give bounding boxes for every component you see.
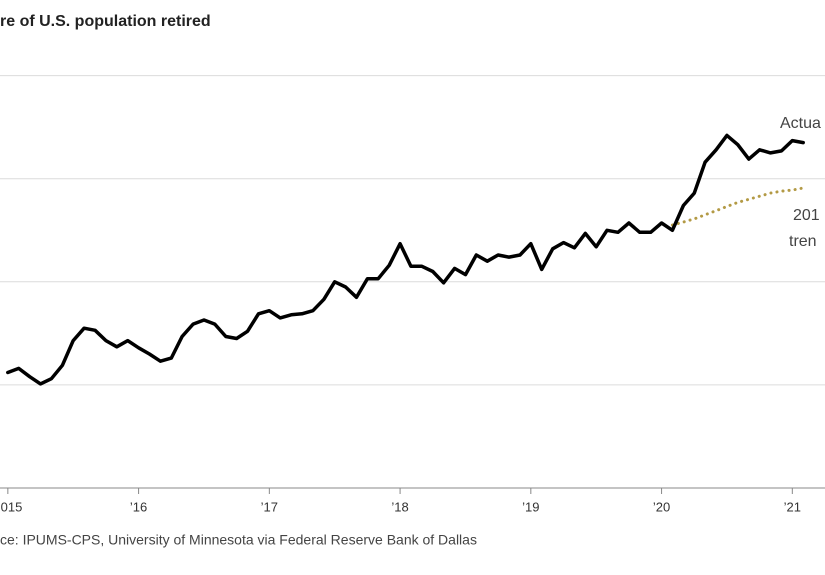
data-line: [6, 133, 805, 386]
source-note: ce: IPUMS-CPS, University of Minnesota v…: [0, 532, 477, 548]
chart-title: re of U.S. population retired: [0, 13, 211, 30]
series-label: Actua: [780, 115, 821, 132]
x-tick-label: ’21: [784, 499, 801, 514]
x-tick-label: ’18: [391, 499, 408, 514]
trend-line: [670, 186, 805, 227]
x-tick-label: ’17: [261, 499, 278, 514]
annotation: tren: [789, 233, 817, 250]
annotation: 201: [793, 207, 820, 224]
x-tick-label: ’20: [653, 499, 670, 514]
x-tick-label: 2015: [0, 499, 22, 514]
x-tick-label: ’16: [130, 499, 147, 514]
x-tick-label: ’19: [522, 499, 539, 514]
